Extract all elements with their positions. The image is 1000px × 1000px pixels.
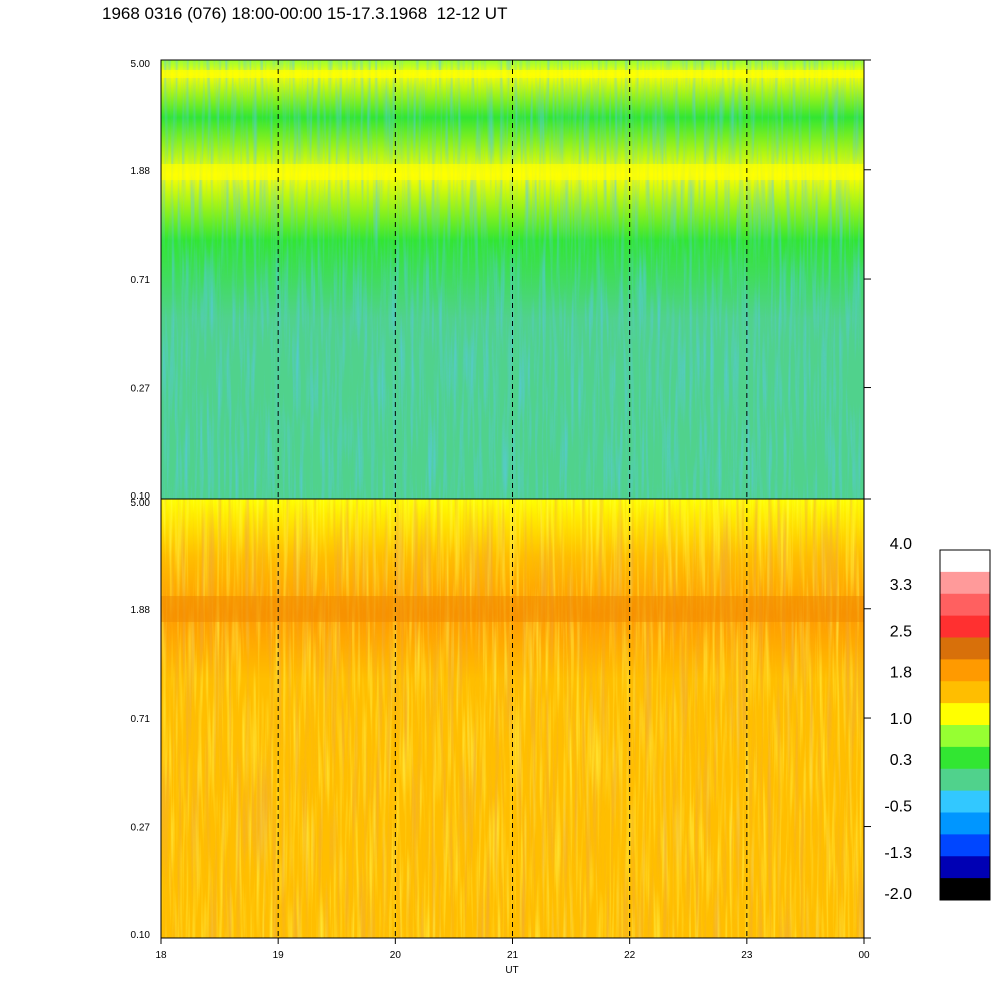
- colorbar-label: -1.3: [884, 845, 912, 862]
- colorbar-cell: [940, 878, 990, 901]
- top-panel-dashed-lines: [277, 60, 748, 499]
- colorbar-label: -0.5: [884, 799, 912, 816]
- colorbar-cell: [940, 550, 990, 573]
- colorbar-cell: [940, 593, 990, 617]
- colorbar-cell: [940, 703, 990, 726]
- x-tick-label: 23: [741, 950, 753, 961]
- x-axis-label: UT: [505, 965, 518, 976]
- colorbar-cell: [940, 637, 990, 660]
- colorbar-cells: [940, 550, 990, 901]
- colorbar-cell: [940, 790, 990, 813]
- x-tick-label: 00: [858, 950, 870, 961]
- colorbar-label: 1.8: [890, 664, 912, 681]
- top-panel: 5.00 1.88 0.71 0.27 0.10: [131, 59, 871, 502]
- colorbar-labels: 4.0 3.3 2.5 1.8 1.0 0.3 -0.5 -1.3 -2.0: [884, 536, 912, 903]
- y-tick-label: 0.10: [131, 491, 151, 502]
- bottom-panel-y-axis: 5.00 1.88 0.71 0.27 0.10: [131, 498, 871, 941]
- x-tick-label: 19: [273, 950, 285, 961]
- colorbar-cell: [940, 681, 990, 704]
- colorbar-cell: [940, 856, 990, 879]
- y-tick-label: 0.10: [131, 930, 151, 941]
- colorbar-label: 1.0: [890, 711, 912, 728]
- x-axis: 18 19 20 21 22 23 00: [155, 938, 870, 961]
- chart-title: 1968 0316 (076) 18:00-00:00 15-17.3.1968…: [102, 4, 508, 23]
- colorbar-label: 4.0: [890, 536, 912, 553]
- y-tick-label: 0.71: [131, 275, 151, 286]
- y-tick-label: 1.88: [131, 166, 151, 177]
- colorbar-cell: [940, 725, 990, 748]
- colorbar-label: 2.5: [890, 624, 912, 641]
- bottom-panel-dashed-lines: [277, 499, 748, 938]
- y-tick-label: 0.71: [131, 714, 151, 725]
- colorbar: 4.0 3.3 2.5 1.8 1.0 0.3 -0.5 -1.3 -2.0: [884, 536, 991, 903]
- y-tick-label: 0.27: [131, 384, 151, 395]
- colorbar-frame: [939, 549, 991, 901]
- colorbar-cell: [940, 812, 990, 835]
- y-tick-label: 5.00: [131, 498, 151, 509]
- y-tick-label: 1.88: [131, 605, 151, 616]
- colorbar-label: 0.3: [890, 752, 912, 769]
- colorbar-cell: [940, 768, 990, 792]
- colorbar-label: 3.3: [890, 577, 912, 594]
- x-tick-label: 20: [390, 950, 402, 961]
- y-tick-label: 5.00: [131, 59, 151, 70]
- x-tick-label: 22: [624, 950, 636, 961]
- colorbar-cell: [940, 659, 990, 682]
- colorbar-cell: [940, 571, 990, 595]
- bottom-panel: 5.00 1.88 0.71 0.27 0.10 18 19 20 21 22 23 00 UT: [131, 498, 871, 976]
- x-tick-label: 18: [155, 950, 167, 961]
- colorbar-cell: [940, 834, 990, 857]
- y-tick-label: 0.27: [131, 823, 151, 834]
- colorbar-label: -2.0: [884, 886, 912, 903]
- colorbar-cell: [940, 746, 990, 770]
- x-tick-label: 21: [507, 950, 519, 961]
- colorbar-cell: [940, 615, 990, 638]
